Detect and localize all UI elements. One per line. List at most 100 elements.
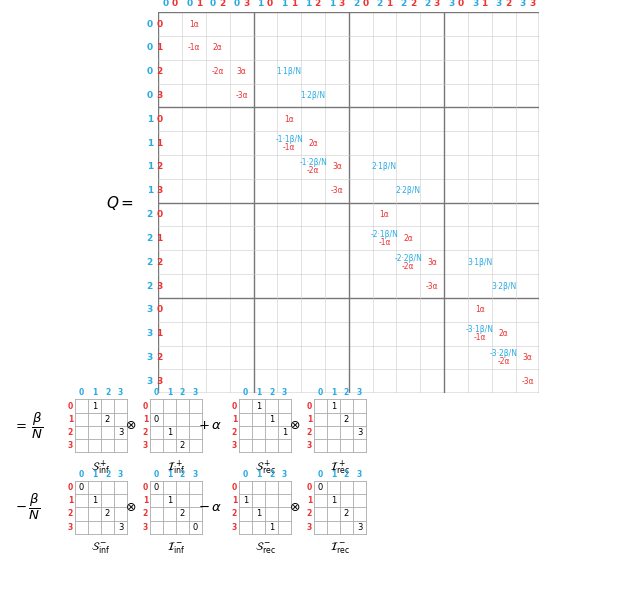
Text: 2: 2: [353, 0, 359, 8]
Text: 2: 2: [344, 415, 349, 424]
Text: 1α: 1α: [189, 19, 199, 28]
Text: 2α: 2α: [403, 234, 413, 243]
Text: 1: 1: [156, 44, 163, 53]
Text: 2: 2: [143, 428, 148, 437]
Text: 3: 3: [307, 441, 312, 450]
Text: 1: 1: [147, 186, 153, 195]
Text: $\mathcal{I}^+_\mathrm{rec}$: $\mathcal{I}^+_\mathrm{rec}$: [330, 459, 350, 477]
Text: 2: 2: [269, 470, 274, 479]
Text: $\mathcal{I}^+_\mathrm{inf}$: $\mathcal{I}^+_\mathrm{inf}$: [167, 459, 185, 477]
Text: 3: 3: [118, 428, 123, 437]
Text: 2: 2: [105, 415, 110, 424]
Text: 1·2β/N: 1·2β/N: [301, 91, 326, 100]
Text: -1α: -1α: [378, 238, 391, 247]
Text: -3α: -3α: [331, 186, 343, 195]
Text: 0: 0: [232, 402, 237, 411]
Text: $\mathcal{S}^+_\mathrm{rec}$: $\mathcal{S}^+_\mathrm{rec}$: [255, 459, 275, 477]
Text: 0: 0: [362, 0, 369, 8]
Text: 2·1β/N: 2·1β/N: [372, 162, 397, 171]
Text: 1: 1: [257, 0, 264, 8]
Text: $\otimes$: $\otimes$: [289, 501, 301, 514]
Text: 2: 2: [156, 67, 163, 76]
Text: 2: 2: [410, 0, 416, 8]
Text: 3: 3: [156, 281, 163, 290]
Text: 1: 1: [92, 470, 97, 479]
Text: 1: 1: [331, 470, 336, 479]
Text: $\otimes$: $\otimes$: [125, 419, 137, 433]
Text: -3·2β/N: -3·2β/N: [490, 349, 518, 358]
Text: 3·2β/N: 3·2β/N: [491, 281, 516, 290]
Text: 0: 0: [163, 0, 168, 8]
Text: -2α: -2α: [402, 262, 415, 271]
Text: 0: 0: [210, 0, 216, 8]
Text: 1: 1: [256, 470, 261, 479]
Text: 3: 3: [118, 470, 123, 479]
Text: 3: 3: [147, 377, 153, 386]
Text: 2: 2: [180, 470, 185, 479]
Text: 1: 1: [481, 0, 488, 8]
Text: 0: 0: [232, 483, 237, 492]
Text: $+\,\alpha$: $+\,\alpha$: [198, 419, 222, 433]
Text: 0: 0: [243, 388, 248, 397]
Text: 3: 3: [68, 441, 73, 450]
Text: 2: 2: [307, 509, 312, 518]
Text: 0: 0: [147, 44, 153, 53]
Text: 1: 1: [167, 388, 172, 397]
Text: -1α: -1α: [188, 44, 200, 53]
Text: 1: 1: [196, 0, 202, 8]
Text: 0: 0: [458, 0, 464, 8]
Text: 3: 3: [357, 523, 362, 532]
Text: 3: 3: [357, 428, 362, 437]
Text: 1: 1: [92, 496, 97, 505]
Text: 1: 1: [282, 0, 287, 8]
Text: -3α: -3α: [426, 281, 438, 290]
Text: 0: 0: [79, 388, 84, 397]
Text: 0: 0: [307, 483, 312, 492]
Text: -1α: -1α: [283, 143, 296, 152]
Text: $Q =$: $Q =$: [106, 194, 134, 212]
Text: $\mathcal{S}^+_\mathrm{inf}$: $\mathcal{S}^+_\mathrm{inf}$: [92, 459, 111, 477]
Text: 1: 1: [167, 428, 172, 437]
Text: 3: 3: [156, 186, 163, 195]
Text: 0: 0: [186, 0, 192, 8]
Text: 3: 3: [520, 0, 526, 8]
Text: 0: 0: [172, 0, 178, 8]
Text: 1: 1: [167, 470, 172, 479]
Text: 1: 1: [232, 496, 237, 505]
Text: 0: 0: [68, 483, 73, 492]
Text: 1: 1: [147, 139, 153, 148]
Text: 0: 0: [147, 91, 153, 100]
Text: 2: 2: [269, 388, 274, 397]
Text: 3: 3: [472, 0, 478, 8]
Text: 3: 3: [143, 523, 148, 532]
Text: 3: 3: [357, 470, 362, 479]
Text: 1: 1: [269, 415, 274, 424]
Text: 0: 0: [154, 470, 159, 479]
Text: 0: 0: [147, 19, 153, 28]
Text: 0: 0: [147, 67, 153, 76]
Text: 2·2β/N: 2·2β/N: [396, 186, 421, 195]
Text: -1·1β/N: -1·1β/N: [275, 134, 303, 143]
Text: 3: 3: [434, 0, 440, 8]
Text: 0: 0: [156, 210, 163, 219]
Text: 3: 3: [147, 306, 153, 315]
Text: 1: 1: [147, 162, 153, 171]
Text: 3: 3: [357, 388, 362, 397]
Text: 0: 0: [193, 523, 198, 532]
Text: 2: 2: [156, 258, 163, 267]
Text: 3: 3: [448, 0, 454, 8]
Text: 2: 2: [232, 428, 237, 437]
Text: $\mathcal{S}^-_\mathrm{inf}$: $\mathcal{S}^-_\mathrm{inf}$: [92, 540, 111, 555]
Text: 1: 1: [68, 496, 73, 505]
Text: 3: 3: [156, 91, 163, 100]
Text: -3α: -3α: [521, 377, 534, 386]
Text: 2: 2: [143, 509, 148, 518]
Text: 2: 2: [147, 210, 153, 219]
Text: 0: 0: [79, 483, 84, 492]
Text: 2: 2: [180, 441, 185, 450]
Text: 3α: 3α: [332, 162, 342, 171]
Text: $\mathcal{I}^-_\mathrm{rec}$: $\mathcal{I}^-_\mathrm{rec}$: [330, 540, 350, 555]
Text: 0: 0: [68, 402, 73, 411]
Text: $\otimes$: $\otimes$: [289, 419, 301, 433]
Text: 2: 2: [68, 509, 73, 518]
